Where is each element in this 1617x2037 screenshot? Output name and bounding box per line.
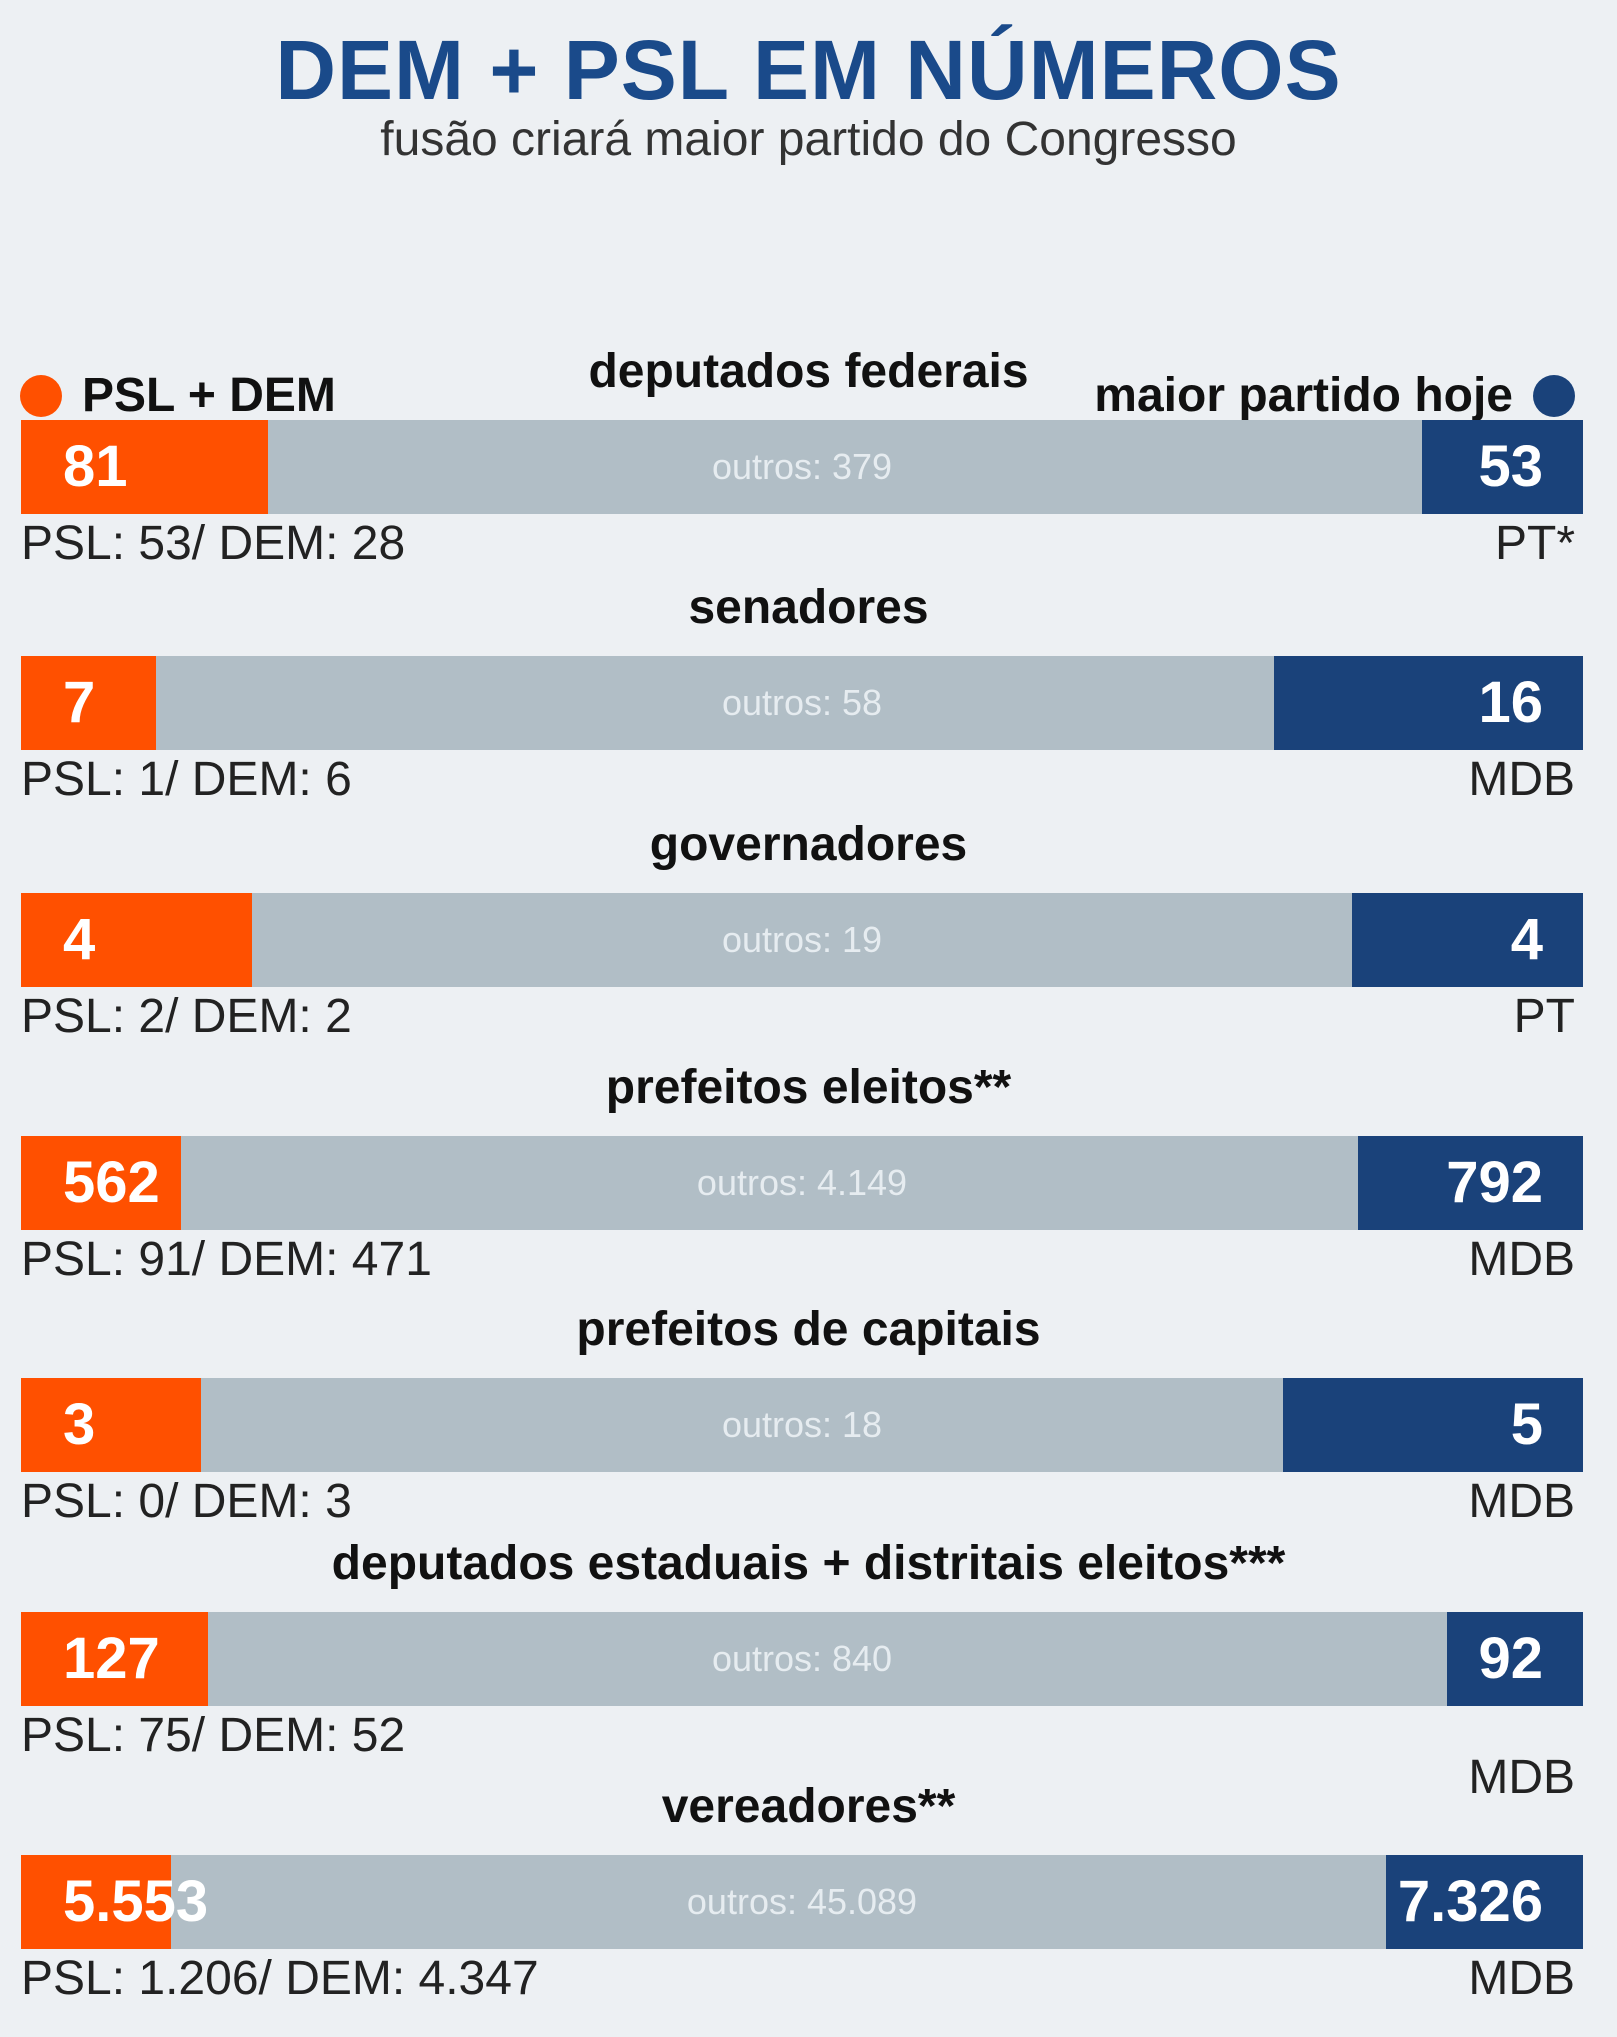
legend-label-largest-party: maior partido hoje — [1094, 369, 1513, 422]
bar-largest-party — [1283, 1378, 1583, 1472]
chart-title: DEM + PSL EM NÚMEROS — [275, 23, 1342, 117]
legend-largest-party: maior partido hoje — [1094, 368, 1575, 423]
bar-psl-dem — [21, 1378, 201, 1472]
bar-largest-party — [1358, 1136, 1583, 1230]
value-psl-dem: 4 — [63, 907, 96, 972]
row-title: vereadores** — [661, 1780, 956, 1833]
breakdown-label: PSL: 53/ DEM: 28 — [21, 517, 406, 570]
bar-largest-party — [1352, 893, 1583, 987]
value-psl-dem: 7 — [63, 670, 96, 735]
value-largest-party: 16 — [1478, 670, 1543, 735]
bar-psl-dem — [21, 893, 252, 987]
stacked-bar: outros: 58 7 16 — [21, 656, 1583, 750]
others-label: outros: 840 — [711, 1638, 893, 1679]
value-psl-dem: 3 — [63, 1392, 96, 1457]
bar-psl-dem — [21, 1612, 208, 1706]
value-largest-party: 5 — [1510, 1392, 1543, 1457]
value-largest-party: 7.326 — [1397, 1869, 1543, 1934]
legend-dot-blue — [1533, 374, 1575, 417]
breakdown-label: PSL: 1.206/ DEM: 4.347 — [21, 1952, 539, 2005]
bar-largest-party — [1422, 420, 1583, 514]
stacked-bar: outros: 18 3 5 — [21, 1378, 1583, 1472]
legend-label-psl-dem: PSL + DEM — [82, 369, 336, 422]
others-label: outros: 45.089 — [686, 1881, 918, 1922]
stacked-bar: outros: 19 4 4 — [21, 893, 1583, 987]
value-largest-party: 92 — [1478, 1626, 1543, 1691]
value-largest-party: 792 — [1446, 1150, 1543, 1215]
stacked-bar: outros: 379 81 53 — [21, 420, 1583, 514]
legend-dot-orange — [20, 374, 62, 417]
stacked-bar: outros: 45.089 5.553 7.326 — [21, 1855, 1583, 1949]
legend-psl-dem: PSL + DEM — [20, 368, 336, 423]
chart-subtitle: fusão criará maior partido do Congresso — [380, 113, 1237, 166]
largest-party-name: MDB — [1468, 1475, 1575, 1528]
value-psl-dem: 562 — [63, 1150, 160, 1215]
largest-party-name: PT* — [1494, 517, 1575, 570]
value-psl-dem: 81 — [63, 434, 128, 499]
bar-psl-dem — [21, 1136, 181, 1230]
breakdown-label: PSL: 1/ DEM: 6 — [21, 753, 352, 806]
stacked-bar: outros: 4.149 562 792 — [21, 1136, 1583, 1230]
breakdown-label: PSL: 75/ DEM: 52 — [21, 1709, 406, 1762]
row-title: senadores — [688, 581, 929, 634]
bar-largest-party — [1274, 656, 1583, 750]
value-psl-dem: 5.553 — [63, 1869, 209, 1934]
largest-party-name: PT — [1513, 990, 1575, 1043]
others-label: outros: 18 — [721, 1404, 883, 1445]
others-label: outros: 19 — [721, 919, 883, 960]
bar-psl-dem — [21, 420, 268, 514]
value-largest-party: 53 — [1478, 434, 1543, 499]
others-label: outros: 58 — [721, 682, 883, 723]
breakdown-label: PSL: 91/ DEM: 471 — [21, 1233, 432, 1286]
bar-psl-dem — [21, 656, 156, 750]
largest-party-name: MDB — [1468, 1952, 1575, 2005]
breakdown-label: PSL: 0/ DEM: 3 — [21, 1475, 352, 1528]
bar-largest-party — [1447, 1612, 1583, 1706]
row-title: deputados estaduais + distritais eleitos… — [331, 1537, 1286, 1590]
bar-largest-party — [1386, 1855, 1583, 1949]
row-title: deputados federais — [588, 345, 1029, 398]
value-psl-dem: 127 — [63, 1626, 160, 1691]
others-label: outros: 379 — [711, 446, 893, 487]
row-title: governadores — [649, 818, 968, 871]
largest-party-name: MDB — [1468, 1751, 1575, 1804]
largest-party-name: MDB — [1468, 753, 1575, 806]
others-label: outros: 4.149 — [696, 1162, 908, 1203]
stacked-bar: outros: 840 127 92 — [21, 1612, 1583, 1706]
row-title: prefeitos eleitos** — [605, 1061, 1012, 1114]
row-title: prefeitos de capitais — [576, 1303, 1041, 1356]
bar-psl-dem — [21, 1855, 171, 1949]
value-largest-party: 4 — [1510, 907, 1543, 972]
breakdown-label: PSL: 2/ DEM: 2 — [21, 990, 352, 1043]
largest-party-name: MDB — [1468, 1233, 1575, 1286]
